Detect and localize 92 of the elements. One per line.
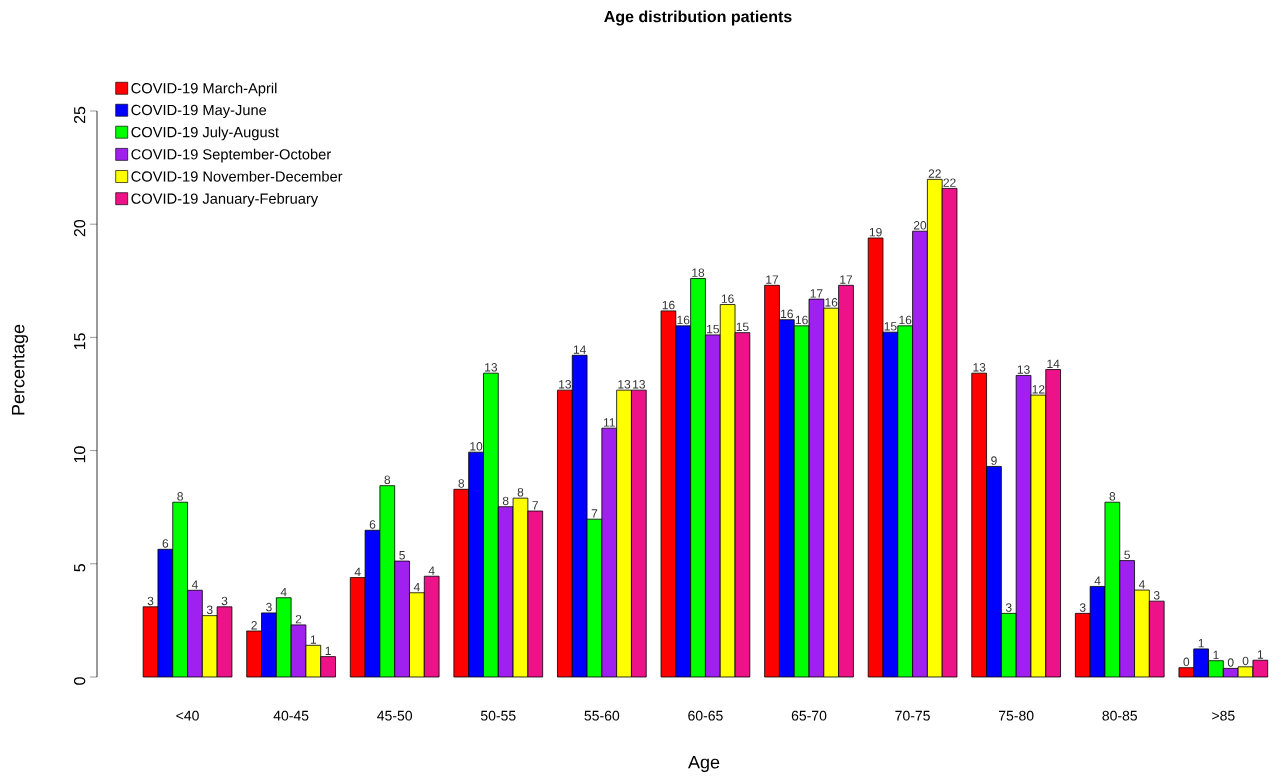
data-label: 7 [591, 509, 598, 518]
legend-label: COVID-19 November-December [131, 170, 343, 182]
x-axis-title: Age [688, 755, 720, 773]
x-tick-label: 65-70 [791, 710, 827, 721]
x-tick-label: <40 [176, 710, 199, 721]
data-label: 1 [310, 635, 317, 644]
legend-label: COVID-19 March-April [131, 82, 277, 97]
x-tick-label: 40-45 [273, 710, 309, 721]
data-label: 4 [1138, 580, 1145, 589]
data-label: 16 [825, 298, 838, 307]
data-label: 17 [766, 275, 779, 284]
data-label: 19 [869, 227, 882, 237]
data-label: 17 [810, 289, 823, 298]
data-label: 4 [428, 566, 435, 575]
data-label: 5 [399, 551, 405, 560]
y-tick-label: 5 [74, 564, 86, 572]
legend-label: COVID-19 May-June [131, 104, 267, 119]
data-label: 14 [1047, 359, 1060, 368]
data-label: 1 [1213, 650, 1219, 660]
data-label: 6 [369, 520, 376, 529]
data-label: 4 [1094, 576, 1101, 585]
data-label: 1 [325, 646, 331, 656]
data-label: 13 [1017, 365, 1030, 374]
data-label: 0 [1183, 657, 1190, 667]
y-tick-label: 10 [73, 446, 86, 463]
data-label: 16 [781, 309, 793, 319]
legend-label: COVID-19 January-February [131, 193, 319, 207]
data-label: 4 [280, 587, 287, 597]
x-tick-label: 50-55 [480, 710, 516, 721]
data-label: 16 [662, 300, 675, 310]
data-label: 2 [251, 621, 257, 630]
data-label: 6 [162, 539, 169, 548]
x-tick-label: 80-85 [1102, 710, 1138, 721]
data-label: 16 [899, 315, 912, 325]
data-label: 11 [603, 418, 615, 427]
data-label: 5 [1124, 550, 1130, 560]
data-label: 8 [517, 488, 524, 497]
x-tick-label: >85 [1212, 710, 1235, 721]
data-label: 8 [1109, 492, 1116, 501]
data-label: 16 [721, 294, 734, 303]
data-label: 8 [502, 496, 509, 506]
x-tick-label: 70-75 [895, 710, 930, 721]
data-label: 15 [736, 322, 749, 332]
data-label: 3 [1153, 591, 1160, 600]
data-label: 8 [177, 492, 183, 501]
y-tick-label: 20 [73, 219, 86, 237]
y-tick-label: 0 [73, 677, 86, 685]
y-axis-title: Percentage [11, 324, 29, 415]
data-label: 10 [470, 442, 483, 451]
data-label: 15 [884, 322, 897, 331]
data-label: 4 [413, 582, 420, 592]
data-label: 3 [1005, 603, 1012, 612]
data-label: 15 [707, 324, 719, 334]
y-tick-label: 25 [73, 106, 86, 124]
data-label: 20 [913, 221, 927, 230]
data-label: 12 [1032, 385, 1045, 394]
data-label: 1 [1257, 650, 1264, 659]
data-label: 8 [384, 475, 391, 485]
data-label: 3 [221, 596, 228, 606]
data-label: 0 [1242, 656, 1249, 666]
x-tick-label: 55-60 [584, 710, 620, 721]
data-label: 7 [532, 501, 538, 510]
data-label: 16 [795, 315, 808, 325]
data-label: 22 [928, 169, 941, 178]
data-label: 13 [618, 380, 631, 389]
data-label: 13 [633, 380, 645, 389]
data-label: 3 [206, 605, 213, 615]
data-label: 4 [191, 580, 198, 589]
data-label: 13 [973, 363, 986, 372]
data-label: 9 [991, 456, 997, 465]
data-label: 18 [692, 268, 705, 277]
data-label: 0 [1227, 658, 1234, 667]
data-label: 1 [1198, 639, 1204, 648]
data-label: 13 [485, 363, 498, 372]
data-label: 3 [266, 602, 272, 612]
data-label: 8 [458, 479, 465, 488]
data-label: 4 [354, 567, 361, 576]
data-label: 2 [295, 614, 302, 624]
data-label: 14 [573, 345, 586, 354]
data-label: 16 [677, 315, 690, 325]
legend-label: COVID-19 July-August [131, 126, 279, 141]
legend-label: COVID-19 September-October [131, 148, 331, 163]
data-label: 3 [147, 596, 154, 606]
data-label: 3 [1079, 603, 1086, 612]
x-tick-label: 45-50 [377, 710, 413, 721]
x-tick-label: 60-65 [688, 710, 723, 721]
x-tick-label: 75-80 [998, 710, 1034, 721]
data-label: 22 [943, 178, 956, 187]
data-label: 13 [559, 380, 572, 389]
chart-title: Age distribution patients [604, 10, 792, 26]
data-label: 17 [840, 275, 853, 284]
y-tick-label: 15 [74, 333, 86, 350]
